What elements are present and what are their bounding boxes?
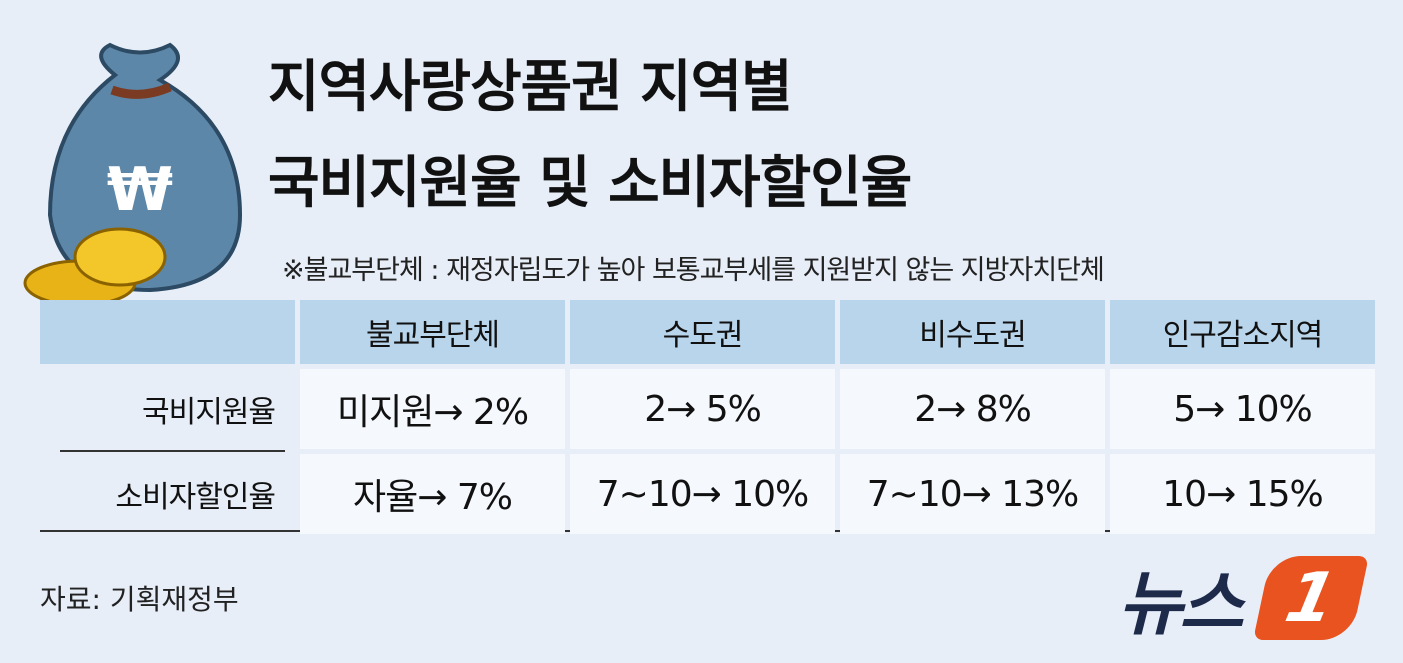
row-label: 국비지원율 [142, 395, 276, 430]
table-cell: 7~10→ 10% [570, 454, 835, 534]
logo-mark: 1 [1253, 556, 1369, 640]
note: ※불교부단체 : 재정자립도가 높아 보통교부세를 지원받지 않는 지방자치단체 [282, 255, 1105, 286]
table-cell: 10→ 15% [1110, 454, 1375, 534]
column-header: 불교부단체 [300, 300, 565, 364]
table-cell: 미지원→ 2% [300, 369, 565, 449]
column-header: 비수도권 [840, 300, 1105, 364]
table-cell: 2→ 8% [840, 369, 1105, 449]
table-cell: 7~10→ 13% [840, 454, 1105, 534]
row-separator [60, 450, 285, 452]
column-header: 수도권 [570, 300, 835, 364]
column-header: 인구감소지역 [1110, 300, 1375, 364]
table-cell: 5→ 10% [1110, 369, 1375, 449]
source: 자료: 기획재정부 [40, 583, 239, 616]
money-bag-icon: ₩ [23, 42, 243, 305]
logo-text: 뉴스 [1118, 563, 1244, 645]
svg-text:₩: ₩ [107, 155, 173, 225]
title-line: 국비지원율 및 소비자할인율 [268, 151, 912, 216]
row-label: 소비자할인율 [115, 480, 276, 515]
header-blank [40, 300, 295, 364]
table-cell: 자율→ 7% [300, 454, 565, 534]
table-cell: 2→ 5% [570, 369, 835, 449]
title-line: 지역사랑상품권 지역별 [268, 55, 793, 120]
